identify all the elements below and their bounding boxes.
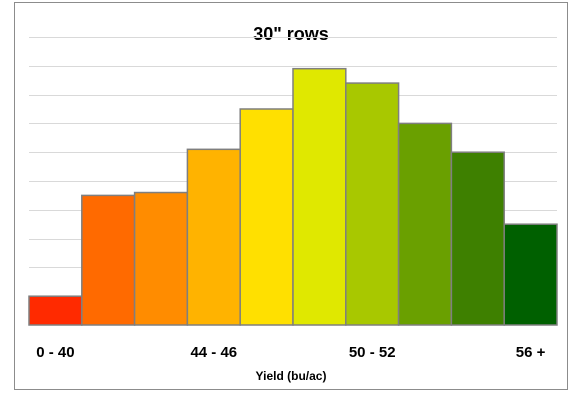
x-tick-label: 50 - 52 — [349, 344, 396, 361]
x-tick-labels: 0 - 40 44 - 46 50 - 52 56 + — [36, 344, 545, 361]
chart-frame: 30" rows 0 - 40 44 - 46 50 - 52 56 + Yield … — [14, 2, 568, 390]
bar-8 — [397, 122, 453, 326]
bar-3 — [133, 191, 189, 326]
bars — [28, 67, 558, 326]
bar-4 — [186, 148, 241, 326]
x-tick-label: 56 + — [516, 344, 546, 361]
bar-6 — [292, 67, 347, 326]
bar-7 — [345, 82, 400, 326]
bar-10 — [503, 223, 558, 326]
chart-title: 30" rows — [253, 24, 329, 44]
yield-histogram: 30" rows 0 - 40 44 - 46 50 - 52 56 + Yield … — [28, 24, 558, 383]
x-tick-label: 44 - 46 — [190, 344, 237, 361]
bar-1 — [28, 295, 83, 326]
bar-9 — [450, 151, 505, 326]
x-tick-label: 0 - 40 — [36, 344, 74, 361]
bar-5 — [239, 108, 294, 326]
x-axis-title: Yield (bu/ac) — [256, 369, 327, 383]
bar-2 — [81, 194, 136, 326]
